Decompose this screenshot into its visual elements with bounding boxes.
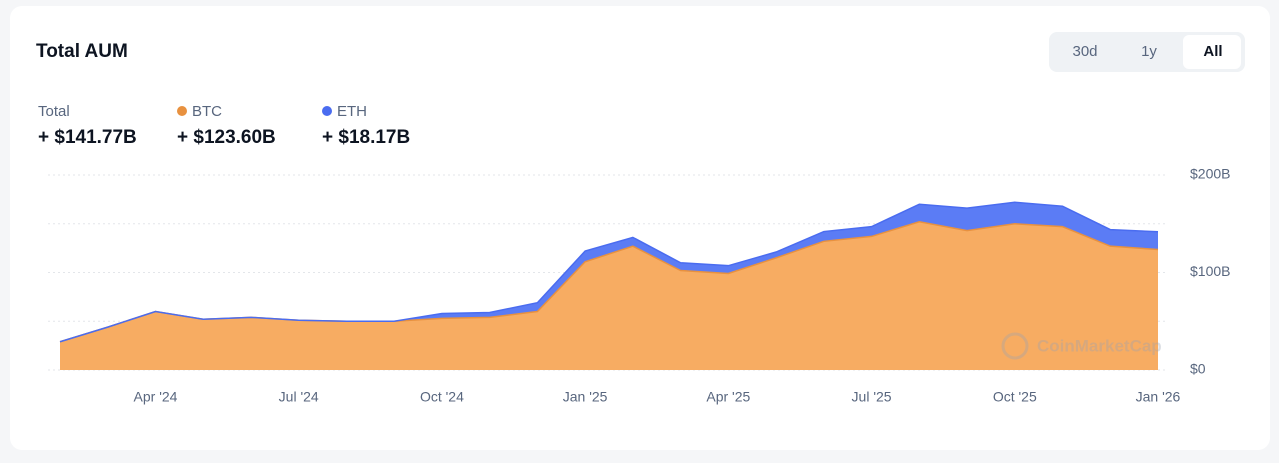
y-tick-label: $200B bbox=[1190, 166, 1230, 182]
legend-dot bbox=[322, 106, 332, 116]
x-tick-label: Jul '25 bbox=[852, 389, 892, 405]
watermark-text: CoinMarketCap bbox=[1037, 336, 1162, 355]
legend-dot bbox=[177, 106, 187, 116]
x-tick-label: Apr '24 bbox=[134, 389, 178, 405]
y-tick-label: $0 bbox=[1190, 361, 1206, 377]
tab-label[interactable]: 1y bbox=[1141, 43, 1157, 60]
x-tick-label: Apr '25 bbox=[706, 389, 750, 405]
y-tick-label: $100B bbox=[1190, 263, 1230, 279]
x-tick-label: Jul '24 bbox=[279, 389, 319, 405]
watermark-icon bbox=[1001, 332, 1029, 360]
x-tick-label: Jan '26 bbox=[1136, 389, 1181, 405]
summary-value: + $141.77B bbox=[38, 127, 137, 148]
tab-selected[interactable] bbox=[1183, 35, 1241, 69]
title: Total AUM bbox=[36, 41, 128, 62]
legend-name: BTC bbox=[192, 103, 222, 120]
area-fill bbox=[60, 221, 1158, 370]
tab-label[interactable]: All bbox=[1203, 43, 1222, 60]
x-tick-label: Oct '24 bbox=[420, 389, 464, 405]
watermark: CoinMarketCap bbox=[1001, 332, 1162, 360]
summary-value: + $18.17B bbox=[322, 127, 410, 148]
summary-name: Total bbox=[38, 103, 70, 120]
area-line bbox=[59, 201, 1159, 343]
x-tick-label: Oct '25 bbox=[993, 389, 1037, 405]
legend-name: ETH bbox=[337, 103, 367, 120]
tab-label[interactable]: 30d bbox=[1072, 43, 1097, 60]
summary-value: + $123.60B bbox=[177, 127, 276, 148]
x-tick-label: Jan '25 bbox=[563, 389, 608, 405]
area-fill bbox=[60, 202, 1158, 342]
